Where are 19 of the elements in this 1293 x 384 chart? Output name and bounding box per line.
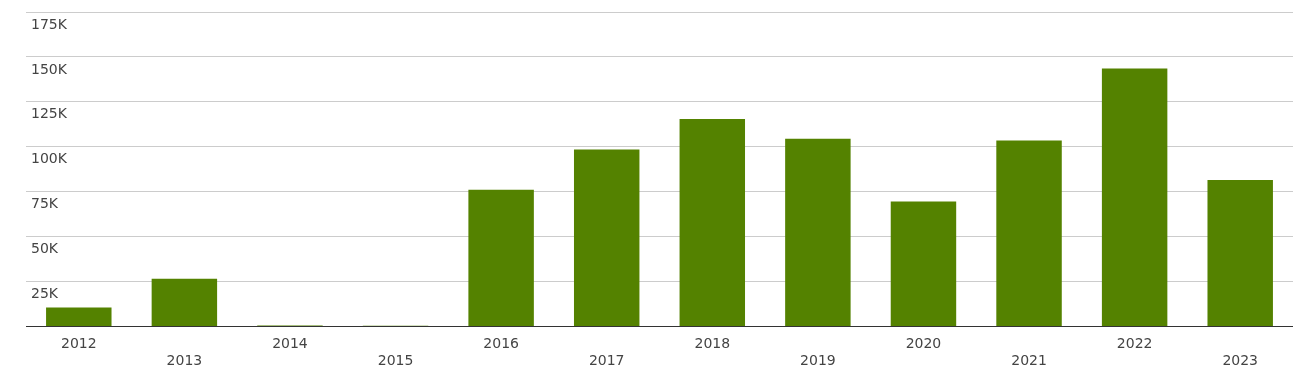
x-tick-label: 2017 (588, 352, 625, 369)
x-tick-label: 2019 (800, 352, 836, 369)
x-tick-label: 2020 (905, 335, 942, 352)
y-tick-label: 100K (31, 150, 68, 167)
x-tick-label: 2022 (1116, 335, 1153, 352)
x-tick-label: 2023 (1222, 352, 1259, 369)
x-tick-label: 2015 (377, 352, 414, 369)
x-tick-label: 2013 (166, 352, 203, 369)
y-tick-label: 150K (31, 60, 68, 77)
x-tick-label: 2012 (60, 335, 97, 352)
x-tick-label: 2016 (483, 335, 520, 352)
y-tick-label: 175K (31, 15, 68, 32)
y-tick-label: 125K (31, 105, 68, 122)
x-tick-label: 2018 (694, 335, 731, 352)
y-tick-label: 25K (31, 285, 59, 302)
x-tick-label: 2014 (272, 335, 308, 352)
y-tick-label: 75K (31, 195, 59, 212)
y-tick-label: 50K (31, 240, 59, 257)
x-tick-label: 2021 (1011, 352, 1047, 369)
